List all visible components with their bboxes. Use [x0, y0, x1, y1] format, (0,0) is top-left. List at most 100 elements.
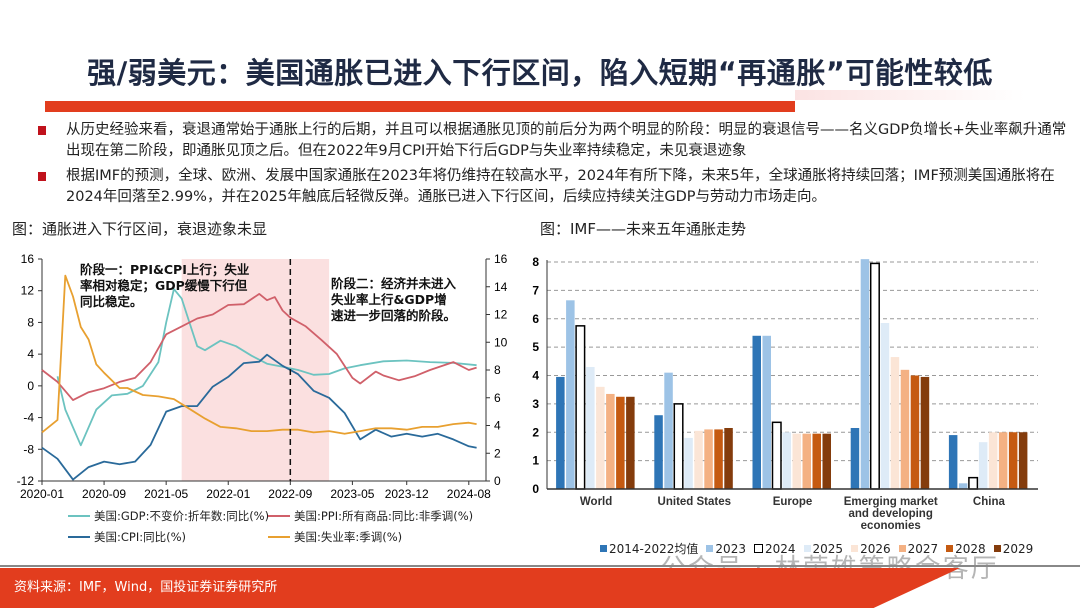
y-right-tick-label: 0: [494, 474, 501, 488]
bar-emerging-market-and-developing-economies-2014-2022均值: [850, 427, 860, 489]
legend-item: 2026: [851, 540, 891, 557]
legend-item: 2025: [803, 540, 843, 557]
y-right-tick-label: 2: [494, 446, 501, 460]
bar-europe-2026: [792, 433, 801, 489]
x-tick-label: 2022-09: [268, 487, 312, 501]
right-figure-caption: 图：IMF——未来五年通胀走势: [540, 220, 746, 238]
bar-united-states-2026: [694, 430, 703, 489]
y-left-tick-label: -4: [23, 411, 34, 425]
x-tick-label: 2022-01: [206, 487, 250, 501]
bar-emerging-market-and-developing-economies-2024: [869, 262, 880, 490]
bar-united-states-2024: [673, 403, 684, 490]
bar-united-states-2023: [664, 372, 673, 489]
legend-item-unemployment: 美国:失业率:季调(%): [268, 529, 402, 545]
bar-china-2029: [1018, 432, 1028, 489]
bar-china-2023: [958, 483, 968, 489]
bar-united-states-2028: [714, 429, 723, 489]
bar-europe-2028: [812, 433, 821, 489]
x-tick-label: 2023-05: [330, 487, 374, 501]
series-line-3: [41, 274, 477, 435]
bullet-item: 根据IMF的预测，全球、欧洲、发展中国家通胀在2023年将仍维持在较高水平，20…: [32, 166, 1072, 208]
bar-united-states-2025: [684, 437, 693, 489]
y-right-tick-label: 14: [494, 280, 508, 294]
legend-label: 美国:失业率:季调(%): [294, 530, 403, 544]
x-tick-label: 2021-05: [144, 487, 188, 501]
legend-label: 2027: [907, 541, 939, 556]
imf-inflation-bar-chart: 0 1 2 3 4 5 6 7 8 World United States Europe Emergin…: [532, 255, 1038, 532]
title-underline-fade: [795, 90, 1025, 100]
bar-china-2026: [988, 432, 998, 489]
bar-europe-2029: [822, 433, 831, 489]
y-right-tick-label: 16: [494, 252, 508, 266]
legend-line-swatch: [68, 515, 90, 517]
legend-item: 2024: [753, 540, 796, 557]
y-right-tick-label: 8: [494, 363, 501, 377]
bar-europe-2027: [802, 433, 811, 489]
legend-item: 2029: [993, 540, 1034, 557]
bullet-square-icon: [38, 126, 46, 135]
y-tick-label: 8: [532, 255, 539, 269]
y-right-tick-label: 10: [494, 335, 508, 349]
bar-china-2025: [978, 442, 988, 489]
bar-europe-2023: [762, 335, 771, 489]
bar-emerging-market-and-developing-economies-2023: [860, 259, 870, 489]
legend-line-swatch: [268, 536, 290, 538]
legend-item-gdp: 美国:GDP:不变价:折年数:同比(%): [68, 508, 269, 524]
bar-europe-2014-2022均值: [752, 335, 761, 489]
legend-swatch: [898, 545, 906, 552]
y-right-tick-label: 6: [494, 391, 501, 405]
legend-label: 美国:GDP:不变价:折年数:同比(%): [94, 509, 270, 523]
y-tick-label: 4: [532, 369, 539, 383]
y-tick-label: 5: [532, 340, 539, 354]
bullet-square-icon: [38, 172, 46, 181]
legend-line-swatch: [68, 536, 90, 538]
y-right-tick-label: 12: [494, 308, 508, 322]
legend-label: 2023: [715, 541, 746, 556]
y-left-tick-label: 16: [21, 252, 35, 266]
title-underline-bar: [45, 101, 795, 112]
legend-label: 2024: [764, 541, 796, 556]
bar-world-2025: [586, 366, 595, 489]
inflation-line-chart: -12 -8 -4 0 4 8 12 16 0 2 4 6 8 10 12 14 16 2020-01 2020-0…: [17, 252, 508, 501]
legend-label: 美国:PPI:所有商品:同比:非季调(%): [294, 509, 474, 523]
category-label: United States: [658, 496, 732, 508]
y-left-tick-label: 8: [27, 315, 34, 329]
legend-label: 美国:CPI:同比(%): [94, 530, 187, 544]
y-left-tick-label: -12: [17, 474, 35, 488]
category-label: World: [580, 496, 612, 508]
stage1-annotation: 阶段一：PPI&CPI上行；失业率相对稳定；GDP缓慢下行但同比稳定。: [80, 262, 250, 309]
bar-emerging-market-and-developing-economies-2027: [900, 369, 910, 489]
source-note: 资料来源：IMF，Wind，国投证券证券研究所: [14, 580, 278, 595]
bar-world-2014-2022均值: [556, 376, 565, 489]
y-left-tick-label: 0: [27, 379, 34, 393]
x-tick-label: 2023-12: [385, 487, 429, 501]
legend-label: 2029: [1002, 541, 1034, 556]
bar-emerging-market-and-developing-economies-2029: [920, 376, 930, 489]
y-tick-label: 3: [532, 397, 539, 411]
legend-item-cpi: 美国:CPI:同比(%): [68, 529, 186, 545]
x-tick-label: 2024-08: [447, 487, 491, 501]
y-left-tick-label: 4: [27, 347, 34, 361]
legend-item: 2014-2022均值: [600, 540, 698, 557]
bar-united-states-2027: [704, 429, 713, 489]
bar-world-2026: [596, 386, 605, 489]
series-line-0: [56, 288, 477, 447]
y-tick-label: 6: [532, 312, 539, 326]
x-tick-label: 2020-09: [82, 487, 126, 501]
x-tick-label: 2020-01: [20, 487, 64, 501]
legend-line-swatch: [268, 515, 290, 517]
legend-item-ppi: 美国:PPI:所有商品:同比:非季调(%): [268, 508, 473, 524]
legend-label: 2028: [955, 541, 986, 556]
y-left-tick-label: -8: [23, 442, 34, 456]
bar-china-2024: [968, 476, 979, 490]
page-title: 强/弱美元：美国通胀已进入下行区间，陷入短期“再通胀”可能性较低: [87, 56, 993, 90]
bar-emerging-market-and-developing-economies-2026: [890, 357, 900, 489]
category-label: Emerging market and developing economies: [844, 496, 938, 532]
footer-band: [0, 568, 960, 608]
bar-world-2027: [606, 393, 615, 489]
legend-label: 2014-2022均值: [609, 542, 699, 556]
bar-united-states-2029: [724, 427, 733, 489]
bullet-item: 从历史经验来看，衰退通常始于通胀上行的后期，并且可以根据通胀见顶的前后分为两个明…: [32, 120, 1072, 162]
legend-swatch: [946, 545, 954, 552]
stage2-annotation: 阶段二：经济并未进入失业率上行&GDP增速进一步回落的阶段。: [331, 276, 457, 323]
